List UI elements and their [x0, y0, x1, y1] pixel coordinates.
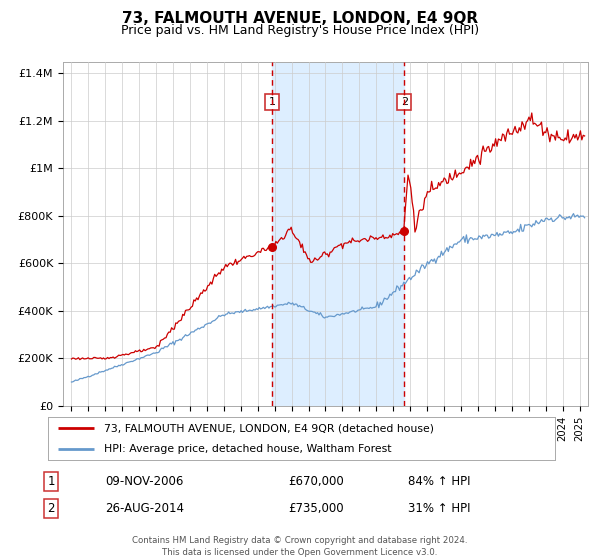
Text: 84% ↑ HPI: 84% ↑ HPI — [408, 475, 470, 488]
Text: 2: 2 — [47, 502, 55, 515]
Text: £735,000: £735,000 — [288, 502, 344, 515]
Text: 73, FALMOUTH AVENUE, LONDON, E4 9QR (detached house): 73, FALMOUTH AVENUE, LONDON, E4 9QR (det… — [104, 423, 434, 433]
Text: 2: 2 — [401, 97, 408, 107]
Text: 1: 1 — [47, 475, 55, 488]
Text: 73, FALMOUTH AVENUE, LONDON, E4 9QR: 73, FALMOUTH AVENUE, LONDON, E4 9QR — [122, 11, 478, 26]
Text: This data is licensed under the Open Government Licence v3.0.: This data is licensed under the Open Gov… — [163, 548, 437, 557]
Text: Contains HM Land Registry data © Crown copyright and database right 2024.: Contains HM Land Registry data © Crown c… — [132, 536, 468, 545]
Text: 26-AUG-2014: 26-AUG-2014 — [105, 502, 184, 515]
Text: 31% ↑ HPI: 31% ↑ HPI — [408, 502, 470, 515]
Text: Price paid vs. HM Land Registry's House Price Index (HPI): Price paid vs. HM Land Registry's House … — [121, 24, 479, 37]
Text: HPI: Average price, detached house, Waltham Forest: HPI: Average price, detached house, Walt… — [104, 444, 391, 454]
Text: 1: 1 — [269, 97, 276, 107]
Bar — [272, 62, 404, 406]
Text: £670,000: £670,000 — [288, 475, 344, 488]
Text: 09-NOV-2006: 09-NOV-2006 — [105, 475, 184, 488]
